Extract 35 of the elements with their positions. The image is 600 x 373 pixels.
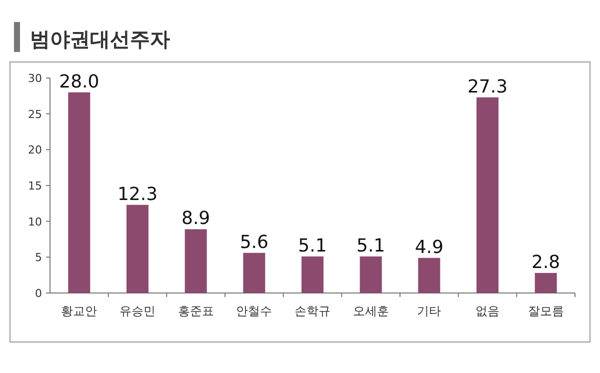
bar [360,256,382,293]
x-tick-label: 유승민 [120,304,156,318]
bar [68,92,90,293]
x-tick-label: 오세훈 [352,304,389,318]
bar [126,204,148,293]
y-tick-label: 5 [35,251,42,264]
x-tick-label: 안철수 [236,304,272,318]
y-tick-label: 30 [28,72,42,85]
data-label: 27.3 [467,76,508,98]
x-tick-label: 잘모름 [528,304,564,318]
x-tick-label: 홍준표 [178,304,214,318]
data-label: 5.1 [356,235,386,256]
x-tick-label: 손학규 [294,304,330,318]
y-tick-label: 20 [28,144,42,157]
data-label: 4.9 [414,236,444,258]
bar [184,229,207,293]
x-tick-label: 없음 [476,304,500,318]
data-label: 2.8 [532,252,560,273]
data-label: 5.6 [240,232,268,253]
bar [302,256,324,293]
y-tick-label: 10 [28,215,42,228]
y-tick-label: 25 [28,108,42,121]
bar [534,272,557,293]
data-label: 12.3 [117,184,158,205]
data-label: 28.0 [59,71,100,92]
y-tick-label: 15 [28,180,42,192]
bar [476,97,498,293]
x-tick-label: 황교안 [61,304,98,318]
data-label: 5.1 [298,235,327,256]
bar [243,252,266,293]
chart-title: 범야권대선주자 [30,27,170,51]
x-tick-label: 기타 [417,304,442,318]
y-tick-label: 0 [35,287,42,300]
bar [418,258,440,293]
data-label: 8.9 [182,208,210,230]
